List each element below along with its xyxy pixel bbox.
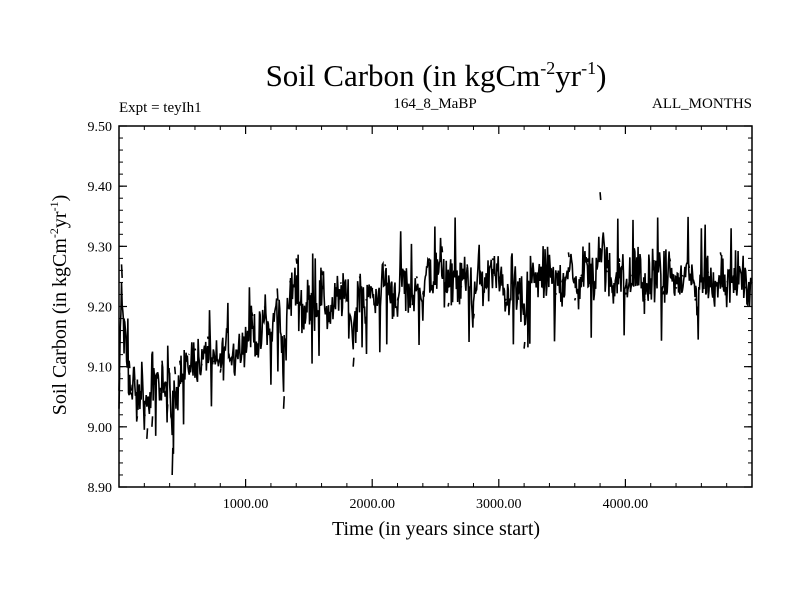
y-tick-label: 9.00 [88,421,113,436]
ylabel-base: Soil Carbon (in kgCm [49,238,71,416]
y-tick-label: 8.90 [88,481,113,496]
plot-frame [118,125,753,488]
title-base: Soil Carbon (in kgCm [266,58,541,93]
y-tick-label: 9.20 [88,301,113,316]
y-tick-label: 9.30 [88,240,113,255]
title-superscript-2: -1 [581,58,596,78]
title-superscript-1: -2 [540,58,555,78]
ylabel-superscript-1: -2 [47,228,61,238]
ylabel-end: ) [49,195,71,202]
x-tick-label: 4000.00 [603,497,649,512]
ylabel-mid: yr [49,211,71,228]
months-label: ALL_MONTHS [652,96,752,112]
y-tick-label: 9.40 [88,180,113,195]
x-tick-label: 3000.00 [476,497,522,512]
x-tick-label: 1000.00 [223,497,269,512]
y-tick-label: 9.10 [88,361,113,376]
chart-title: Soil Carbon (in kgCm-2yr-1) [266,58,607,93]
period-label: 164_8_MaBP [393,96,476,112]
title-mid: yr [555,58,582,93]
plot-area: 8.90 9.00 9.10 9.20 9.30 9.40 9.50 1000.00 2000.… [88,120,753,512]
experiment-label: Expt = teyIh1 [119,100,202,116]
x-tick-label: 2000.00 [349,497,395,512]
x-axis-label: Time (in years since start) [332,518,540,540]
title-end: ) [596,58,606,93]
ylabel-superscript-2: -1 [47,201,61,211]
y-tick-label: 9.50 [88,120,113,135]
soil-carbon-series-line [118,192,753,475]
y-axis-label: Soil Carbon (in kgCm-2yr-1) [47,195,71,416]
